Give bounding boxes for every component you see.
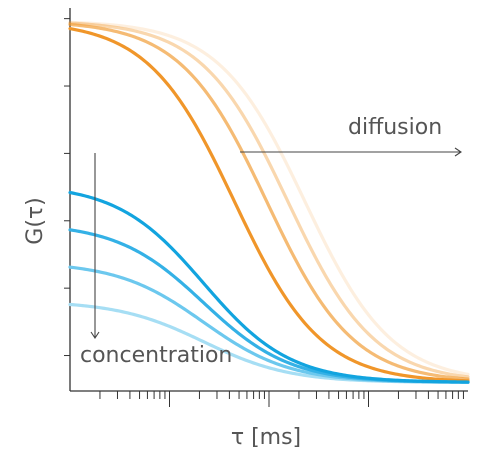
x-ticks — [99, 391, 464, 407]
concentration-arrowhead — [90, 331, 100, 339]
x-axis-label: τ [ms] — [231, 425, 301, 450]
annotations: diffusion concentration — [80, 115, 462, 368]
concentration-label: concentration — [80, 343, 232, 368]
concentration-curve-4 — [68, 190, 470, 384]
diffusion-curve-2 — [68, 21, 470, 379]
diffusion-arrowhead — [454, 147, 462, 157]
y-ticks — [64, 18, 70, 357]
y-axis-label: G(τ) — [23, 197, 48, 244]
diffusion-curve-0 — [68, 27, 470, 383]
curves — [68, 20, 470, 384]
axes — [69, 8, 468, 392]
diffusion-label: diffusion — [348, 115, 442, 140]
diffusion-curve-3 — [68, 20, 470, 376]
diffusion-curve-1 — [68, 22, 470, 381]
